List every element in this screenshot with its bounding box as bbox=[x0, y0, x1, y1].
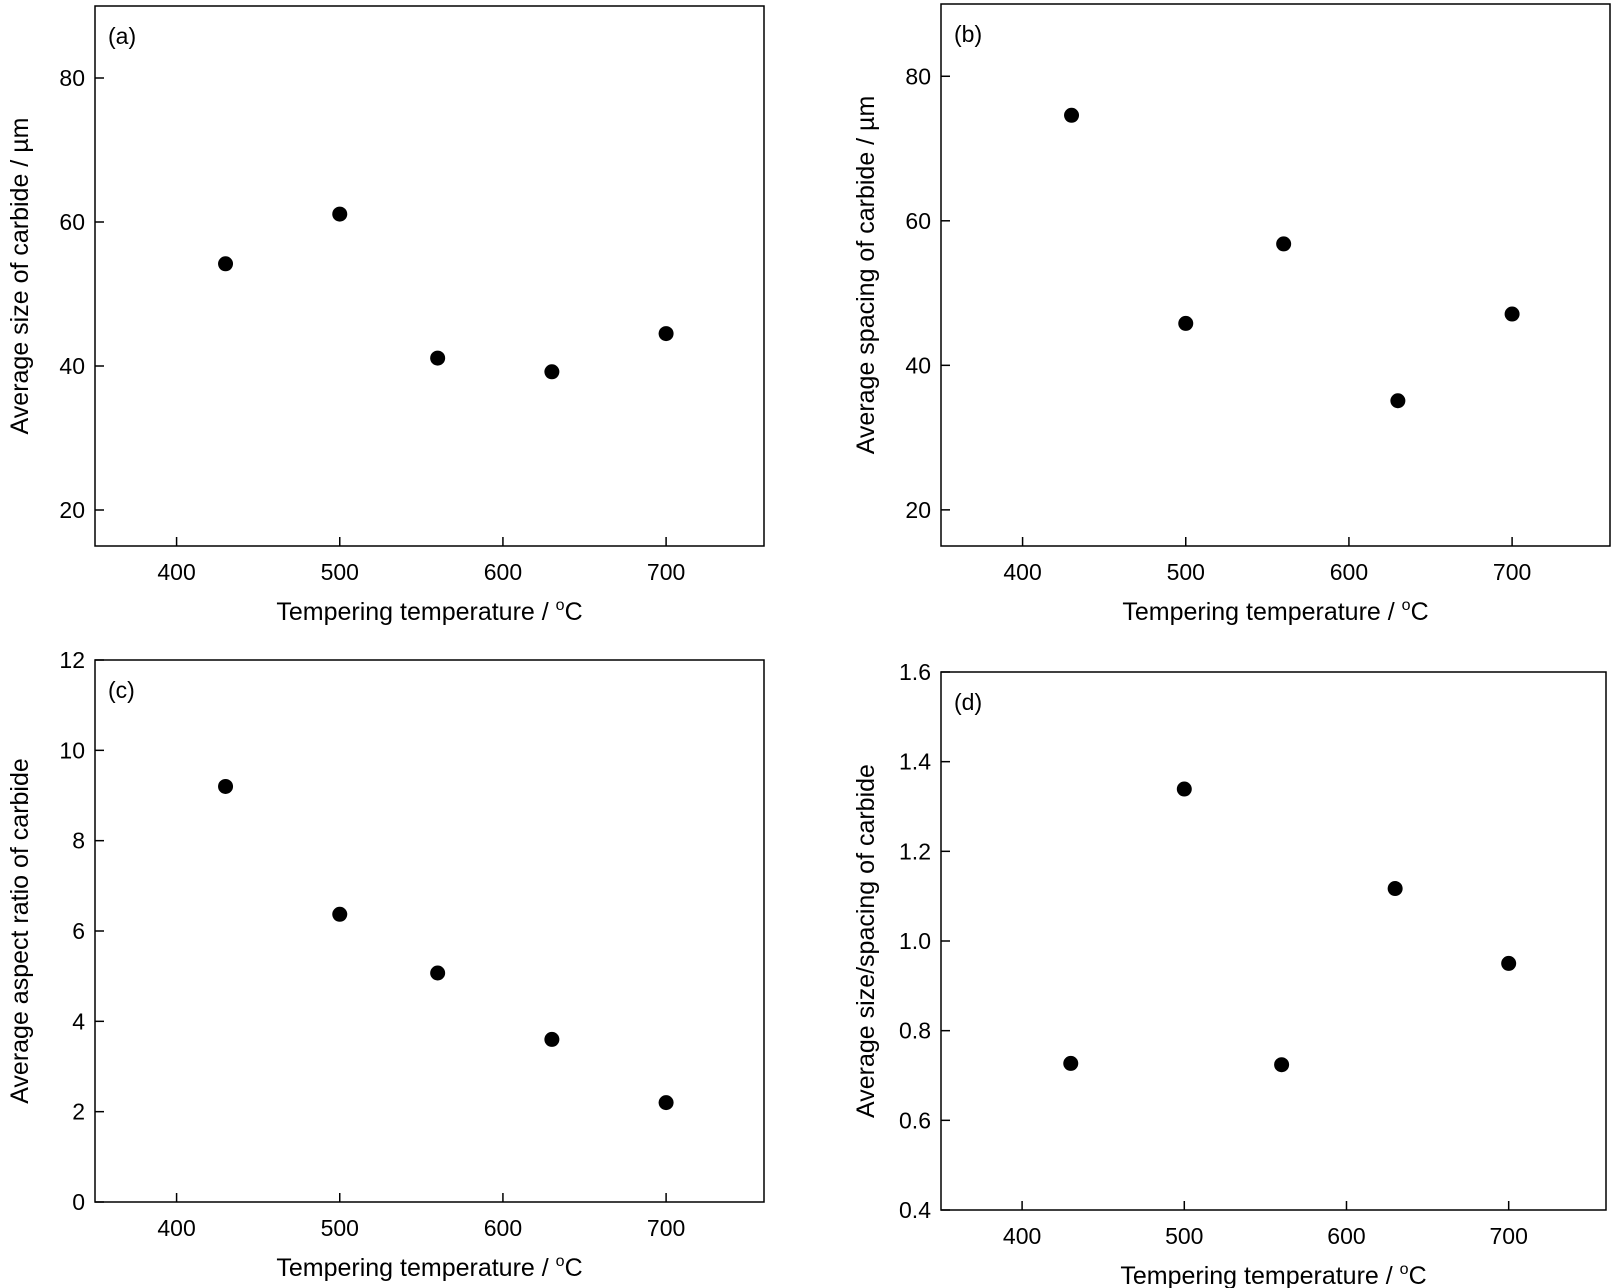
x-tick-label: 700 bbox=[1489, 1223, 1527, 1249]
data-point bbox=[332, 906, 348, 922]
data-point bbox=[1176, 781, 1192, 797]
panel-label: (d) bbox=[954, 689, 982, 715]
data-point bbox=[544, 364, 560, 380]
data-point bbox=[658, 326, 674, 342]
y-tick-label: 80 bbox=[59, 65, 85, 91]
y-tick-label: 0.4 bbox=[899, 1197, 931, 1223]
y-tick-label: 0.8 bbox=[899, 1018, 931, 1044]
data-point bbox=[658, 1095, 674, 1111]
y-axis-label: Average size/spacing of carbide bbox=[852, 764, 880, 1118]
y-tick-label: 20 bbox=[905, 497, 931, 523]
x-tick-label: 600 bbox=[484, 559, 522, 585]
x-axis-label: Tempering temperature / oC bbox=[276, 597, 582, 626]
y-tick-label: 6 bbox=[72, 918, 85, 944]
data-point bbox=[544, 1031, 560, 1047]
x-tick-label: 700 bbox=[1493, 559, 1531, 585]
y-axis-label: Average size of carbide / µm bbox=[6, 118, 34, 435]
y-tick-label: 40 bbox=[59, 353, 85, 379]
panel-a: 400 500 600 700 20 40 60 80 (a) Tempering tempera… bbox=[6, 5, 765, 626]
x-tick-label: 400 bbox=[1003, 559, 1041, 585]
data-point bbox=[332, 206, 348, 222]
panel-label: (c) bbox=[108, 677, 135, 703]
x-axis-label: Tempering temperature / oC bbox=[276, 1253, 582, 1282]
y-tick-label: 1.0 bbox=[899, 928, 931, 954]
x-axis-label: Tempering temperature / oC bbox=[1122, 597, 1428, 626]
y-tick-label: 80 bbox=[905, 63, 931, 89]
y-tick-label: 10 bbox=[59, 737, 85, 763]
panel-b: 400 500 600 700 20 40 60 80 (b) Tempering tempera… bbox=[852, 3, 1611, 626]
y-tick-label: 0.6 bbox=[899, 1107, 931, 1133]
y-tick-label: 40 bbox=[905, 352, 931, 378]
y-tick-label: 2 bbox=[72, 1099, 85, 1125]
data-point bbox=[1064, 107, 1080, 123]
y-tick-label: 1.2 bbox=[899, 838, 931, 864]
data-point bbox=[1274, 1057, 1290, 1073]
x-tick-label: 500 bbox=[321, 559, 359, 585]
panel-label: (b) bbox=[954, 21, 982, 47]
panel-c: 400 500 600 700 0 2 4 6 8 10 12 (c) Tempering temper… bbox=[6, 647, 765, 1282]
y-tick-label: 0 bbox=[72, 1189, 85, 1215]
data-point bbox=[1178, 315, 1194, 331]
y-axis-label: Average spacing of carbide / µm bbox=[852, 96, 880, 455]
y-tick-label: 20 bbox=[59, 497, 85, 523]
data-point bbox=[1390, 393, 1406, 409]
plot-frame bbox=[94, 5, 765, 547]
plot-frame bbox=[94, 659, 765, 1203]
y-tick-label: 1.4 bbox=[899, 749, 931, 775]
y-tick-label: 4 bbox=[72, 1008, 85, 1034]
y-tick-label: 60 bbox=[59, 209, 85, 235]
y-tick-label: 12 bbox=[59, 647, 85, 673]
data-point bbox=[218, 256, 234, 272]
plot-frame bbox=[940, 3, 1611, 547]
x-tick-label: 700 bbox=[647, 559, 685, 585]
x-tick-label: 400 bbox=[157, 1215, 195, 1241]
data-point bbox=[430, 965, 446, 981]
y-axis-label: Average aspect ratio of carbide bbox=[6, 758, 34, 1104]
panel-d: 400 500 600 700 0.4 0.6 0.8 1.0 1.2 1.4 1.6 (d) Temp… bbox=[852, 659, 1607, 1288]
y-tick-label: 1.6 bbox=[899, 659, 931, 685]
data-point bbox=[1387, 881, 1403, 897]
data-point bbox=[218, 778, 234, 794]
x-tick-label: 400 bbox=[157, 559, 195, 585]
y-tick-label: 8 bbox=[72, 828, 85, 854]
x-tick-label: 600 bbox=[1327, 1223, 1365, 1249]
x-tick-label: 500 bbox=[321, 1215, 359, 1241]
y-tick-label: 60 bbox=[905, 208, 931, 234]
x-axis-label: Tempering temperature / oC bbox=[1120, 1261, 1426, 1288]
x-tick-label: 600 bbox=[1330, 559, 1368, 585]
data-point bbox=[1276, 236, 1292, 252]
x-tick-label: 500 bbox=[1167, 559, 1205, 585]
x-tick-label: 600 bbox=[484, 1215, 522, 1241]
x-tick-label: 500 bbox=[1165, 1223, 1203, 1249]
data-point bbox=[1063, 1055, 1079, 1071]
plot-frame bbox=[940, 671, 1607, 1211]
data-point bbox=[1504, 306, 1520, 322]
panel-label: (a) bbox=[108, 23, 136, 49]
data-point bbox=[430, 350, 446, 366]
data-point bbox=[1501, 955, 1517, 971]
x-tick-label: 700 bbox=[647, 1215, 685, 1241]
x-tick-label: 400 bbox=[1003, 1223, 1041, 1249]
